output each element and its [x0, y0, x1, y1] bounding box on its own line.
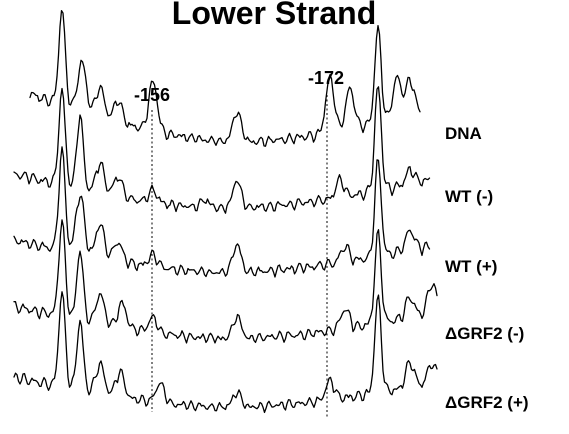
lane-label-wt-plus: WT (+) [445, 257, 497, 276]
chart-title: Lower Strand [172, 0, 376, 31]
trace-dgrf2-minus [13, 219, 438, 344]
reference-lines [151, 95, 328, 418]
lane-label-dgrf2-minus: ΔGRF2 (-) [445, 324, 524, 343]
trace-wt-minus [13, 86, 431, 214]
lane-label-dna: DNA [445, 124, 482, 143]
marker-label-172: -172 [308, 68, 344, 88]
trace-dgrf2-plus [13, 291, 438, 414]
trace-wt-plus [13, 146, 431, 278]
marker-label-156: -156 [134, 85, 170, 105]
lane-label-wt-minus: WT (-) [445, 187, 493, 206]
trace-dna [29, 9, 421, 147]
densitometry-traces [13, 9, 438, 414]
lane-label-dgrf2-plus: ΔGRF2 (+) [445, 393, 529, 412]
